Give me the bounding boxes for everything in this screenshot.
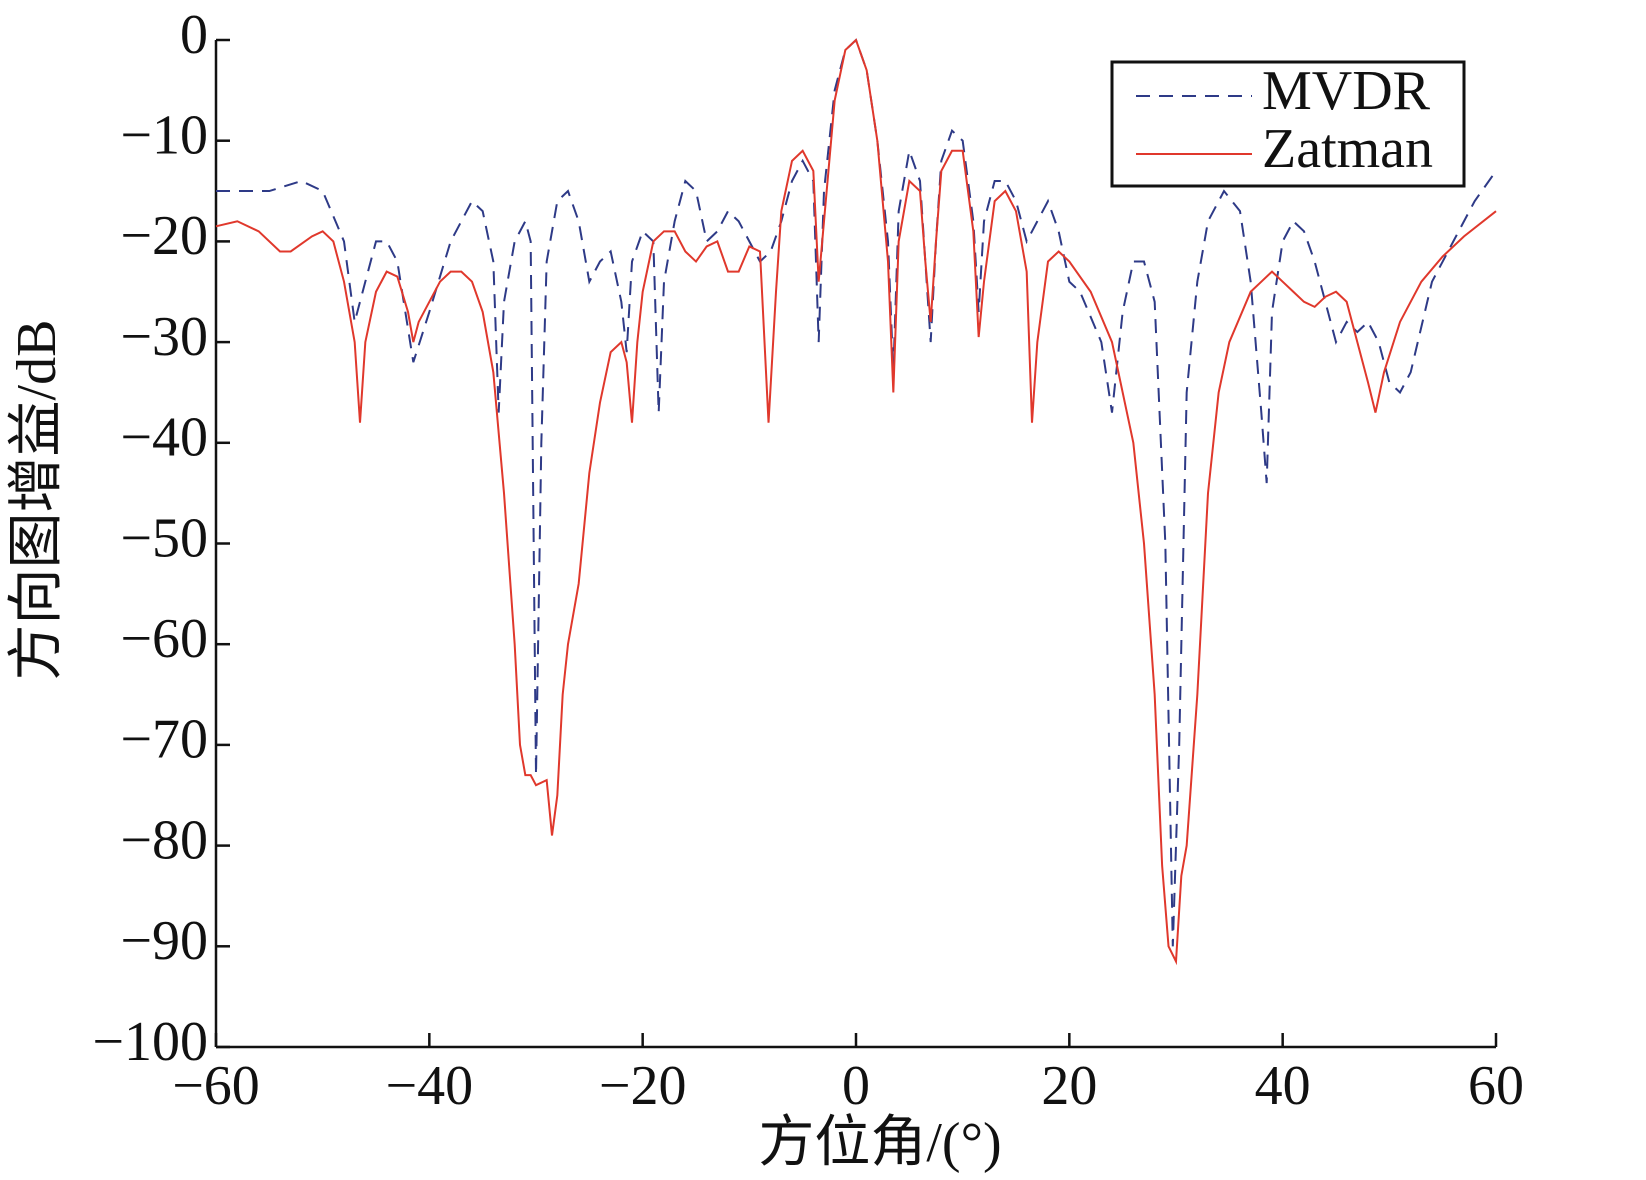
y-tick-label: −100 [92, 1011, 208, 1073]
y-tick-label: −20 [120, 205, 208, 267]
x-tick-label: 0 [842, 1055, 870, 1117]
y-tick-label: −30 [120, 306, 208, 368]
x-tick-label: 20 [1041, 1055, 1097, 1117]
y-tick-label: 0 [180, 4, 208, 66]
legend-box [1110, 60, 1466, 188]
y-tick-label: −50 [120, 507, 208, 569]
y-tick-label: −60 [120, 608, 208, 670]
x-axis-label: 方位角/(°) [758, 1112, 1001, 1174]
line-series [215, 38, 1497, 966]
y-tick-label: −10 [120, 105, 208, 167]
legend-label: MVDR [1262, 60, 1431, 122]
x-tick-label: 40 [1255, 1055, 1311, 1117]
x-tick-label: −20 [599, 1055, 687, 1117]
legend-label: Zatman [1262, 118, 1433, 180]
y-tick-label: −90 [120, 910, 208, 972]
y-axis-label: 方向图增益/dB [6, 320, 68, 681]
x-tick-label: −60 [172, 1055, 260, 1117]
y-tick-label: −80 [120, 809, 208, 871]
y-tick-label: −70 [120, 709, 208, 771]
x-tick-label: 60 [1468, 1055, 1524, 1117]
x-tick-label: −40 [386, 1055, 474, 1117]
y-tick-label: −40 [120, 407, 208, 469]
